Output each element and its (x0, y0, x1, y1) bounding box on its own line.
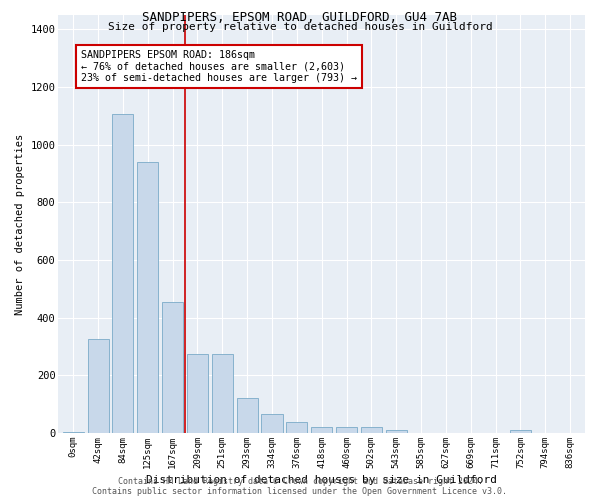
Text: Size of property relative to detached houses in Guildford: Size of property relative to detached ho… (107, 22, 493, 32)
Text: SANDPIPERS, EPSOM ROAD, GUILDFORD, GU4 7AB: SANDPIPERS, EPSOM ROAD, GUILDFORD, GU4 7… (143, 11, 458, 24)
Bar (336, 428, 357, 433)
Bar (112, 114, 133, 433)
Bar (361, 428, 382, 433)
Bar (62, 432, 84, 433)
Bar (88, 340, 109, 433)
Bar (137, 162, 158, 433)
Bar (510, 430, 531, 433)
Bar (187, 354, 208, 433)
Bar (262, 414, 283, 433)
X-axis label: Distribution of detached houses by size in Guildford: Distribution of detached houses by size … (146, 475, 497, 485)
Bar (212, 354, 233, 433)
Bar (311, 428, 332, 433)
Bar (236, 398, 257, 433)
Bar (162, 302, 183, 433)
Bar (286, 422, 307, 433)
Y-axis label: Number of detached properties: Number of detached properties (15, 134, 25, 314)
Bar (386, 430, 407, 433)
Text: SANDPIPERS EPSOM ROAD: 186sqm
← 76% of detached houses are smaller (2,603)
23% o: SANDPIPERS EPSOM ROAD: 186sqm ← 76% of d… (80, 50, 356, 83)
Text: Contains HM Land Registry data © Crown copyright and database right 2024.
Contai: Contains HM Land Registry data © Crown c… (92, 476, 508, 496)
